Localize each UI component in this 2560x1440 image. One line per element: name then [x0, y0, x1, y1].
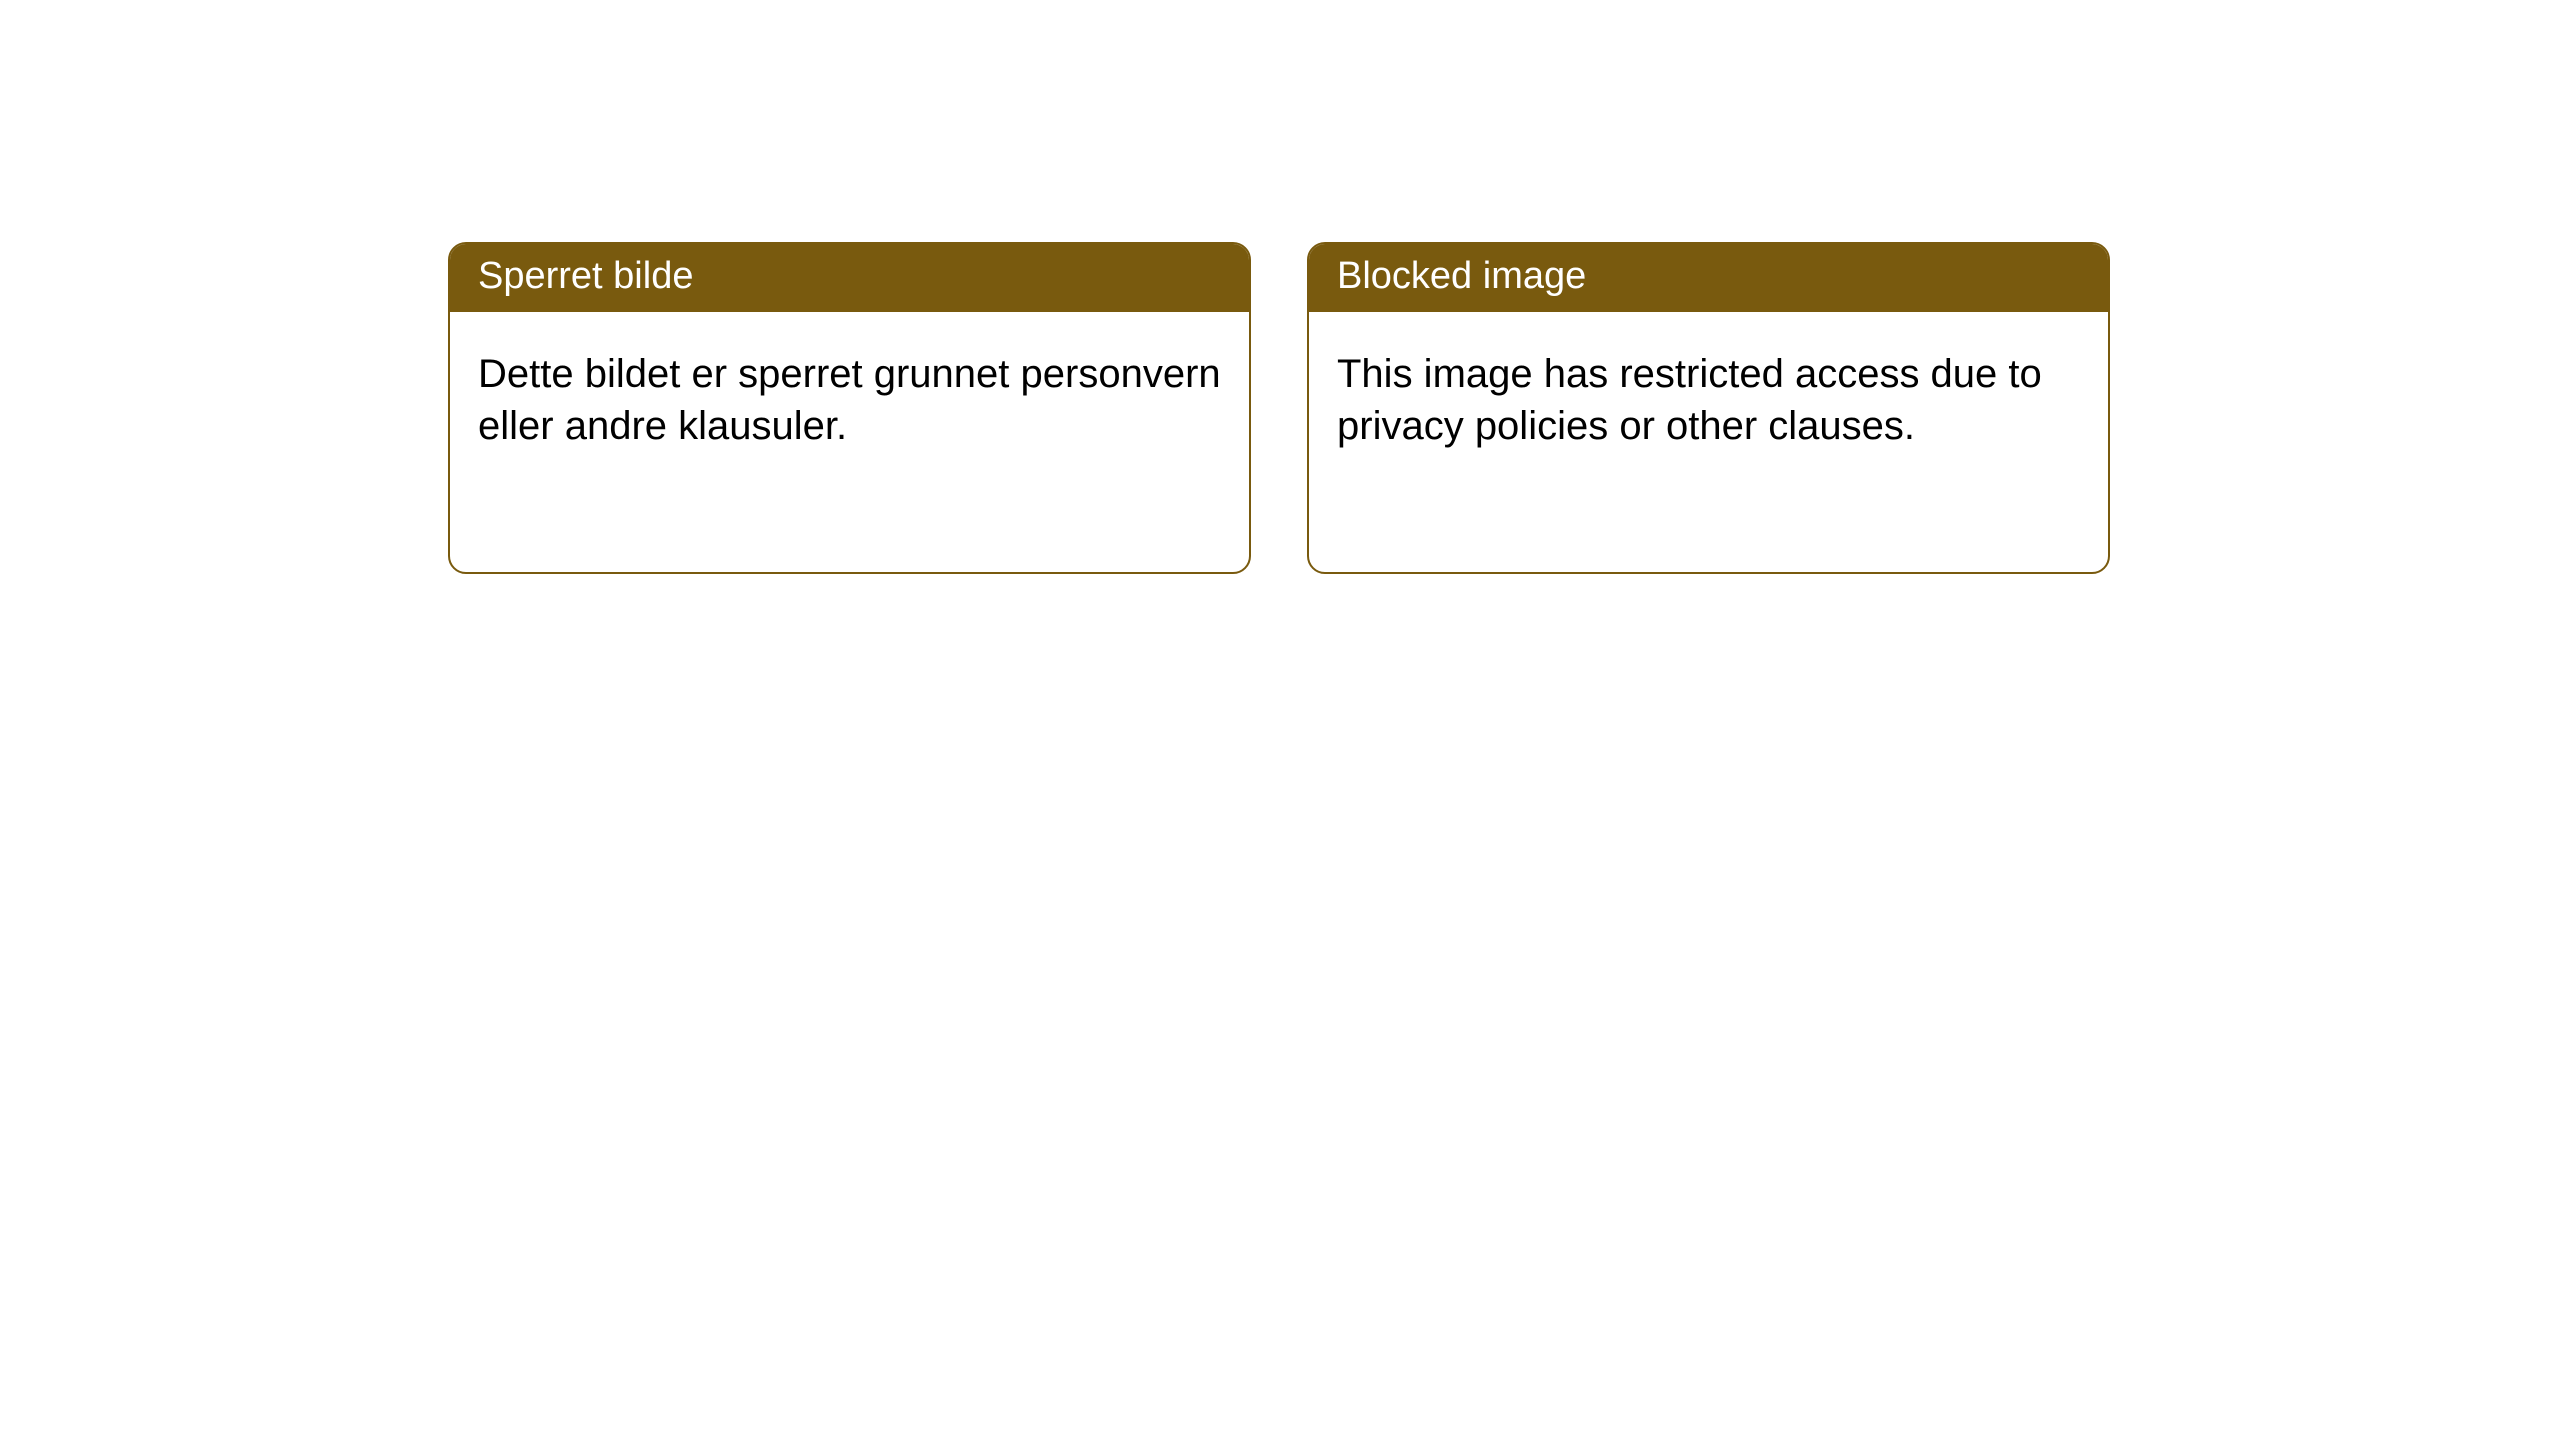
- notice-title-norwegian: Sperret bilde: [450, 244, 1249, 312]
- notice-card-english: Blocked image This image has restricted …: [1307, 242, 2110, 574]
- notice-title-english: Blocked image: [1309, 244, 2108, 312]
- notice-body-norwegian: Dette bildet er sperret grunnet personve…: [450, 312, 1249, 488]
- notice-card-norwegian: Sperret bilde Dette bildet er sperret gr…: [448, 242, 1251, 574]
- notice-container: Sperret bilde Dette bildet er sperret gr…: [448, 242, 2110, 574]
- notice-body-english: This image has restricted access due to …: [1309, 312, 2108, 488]
